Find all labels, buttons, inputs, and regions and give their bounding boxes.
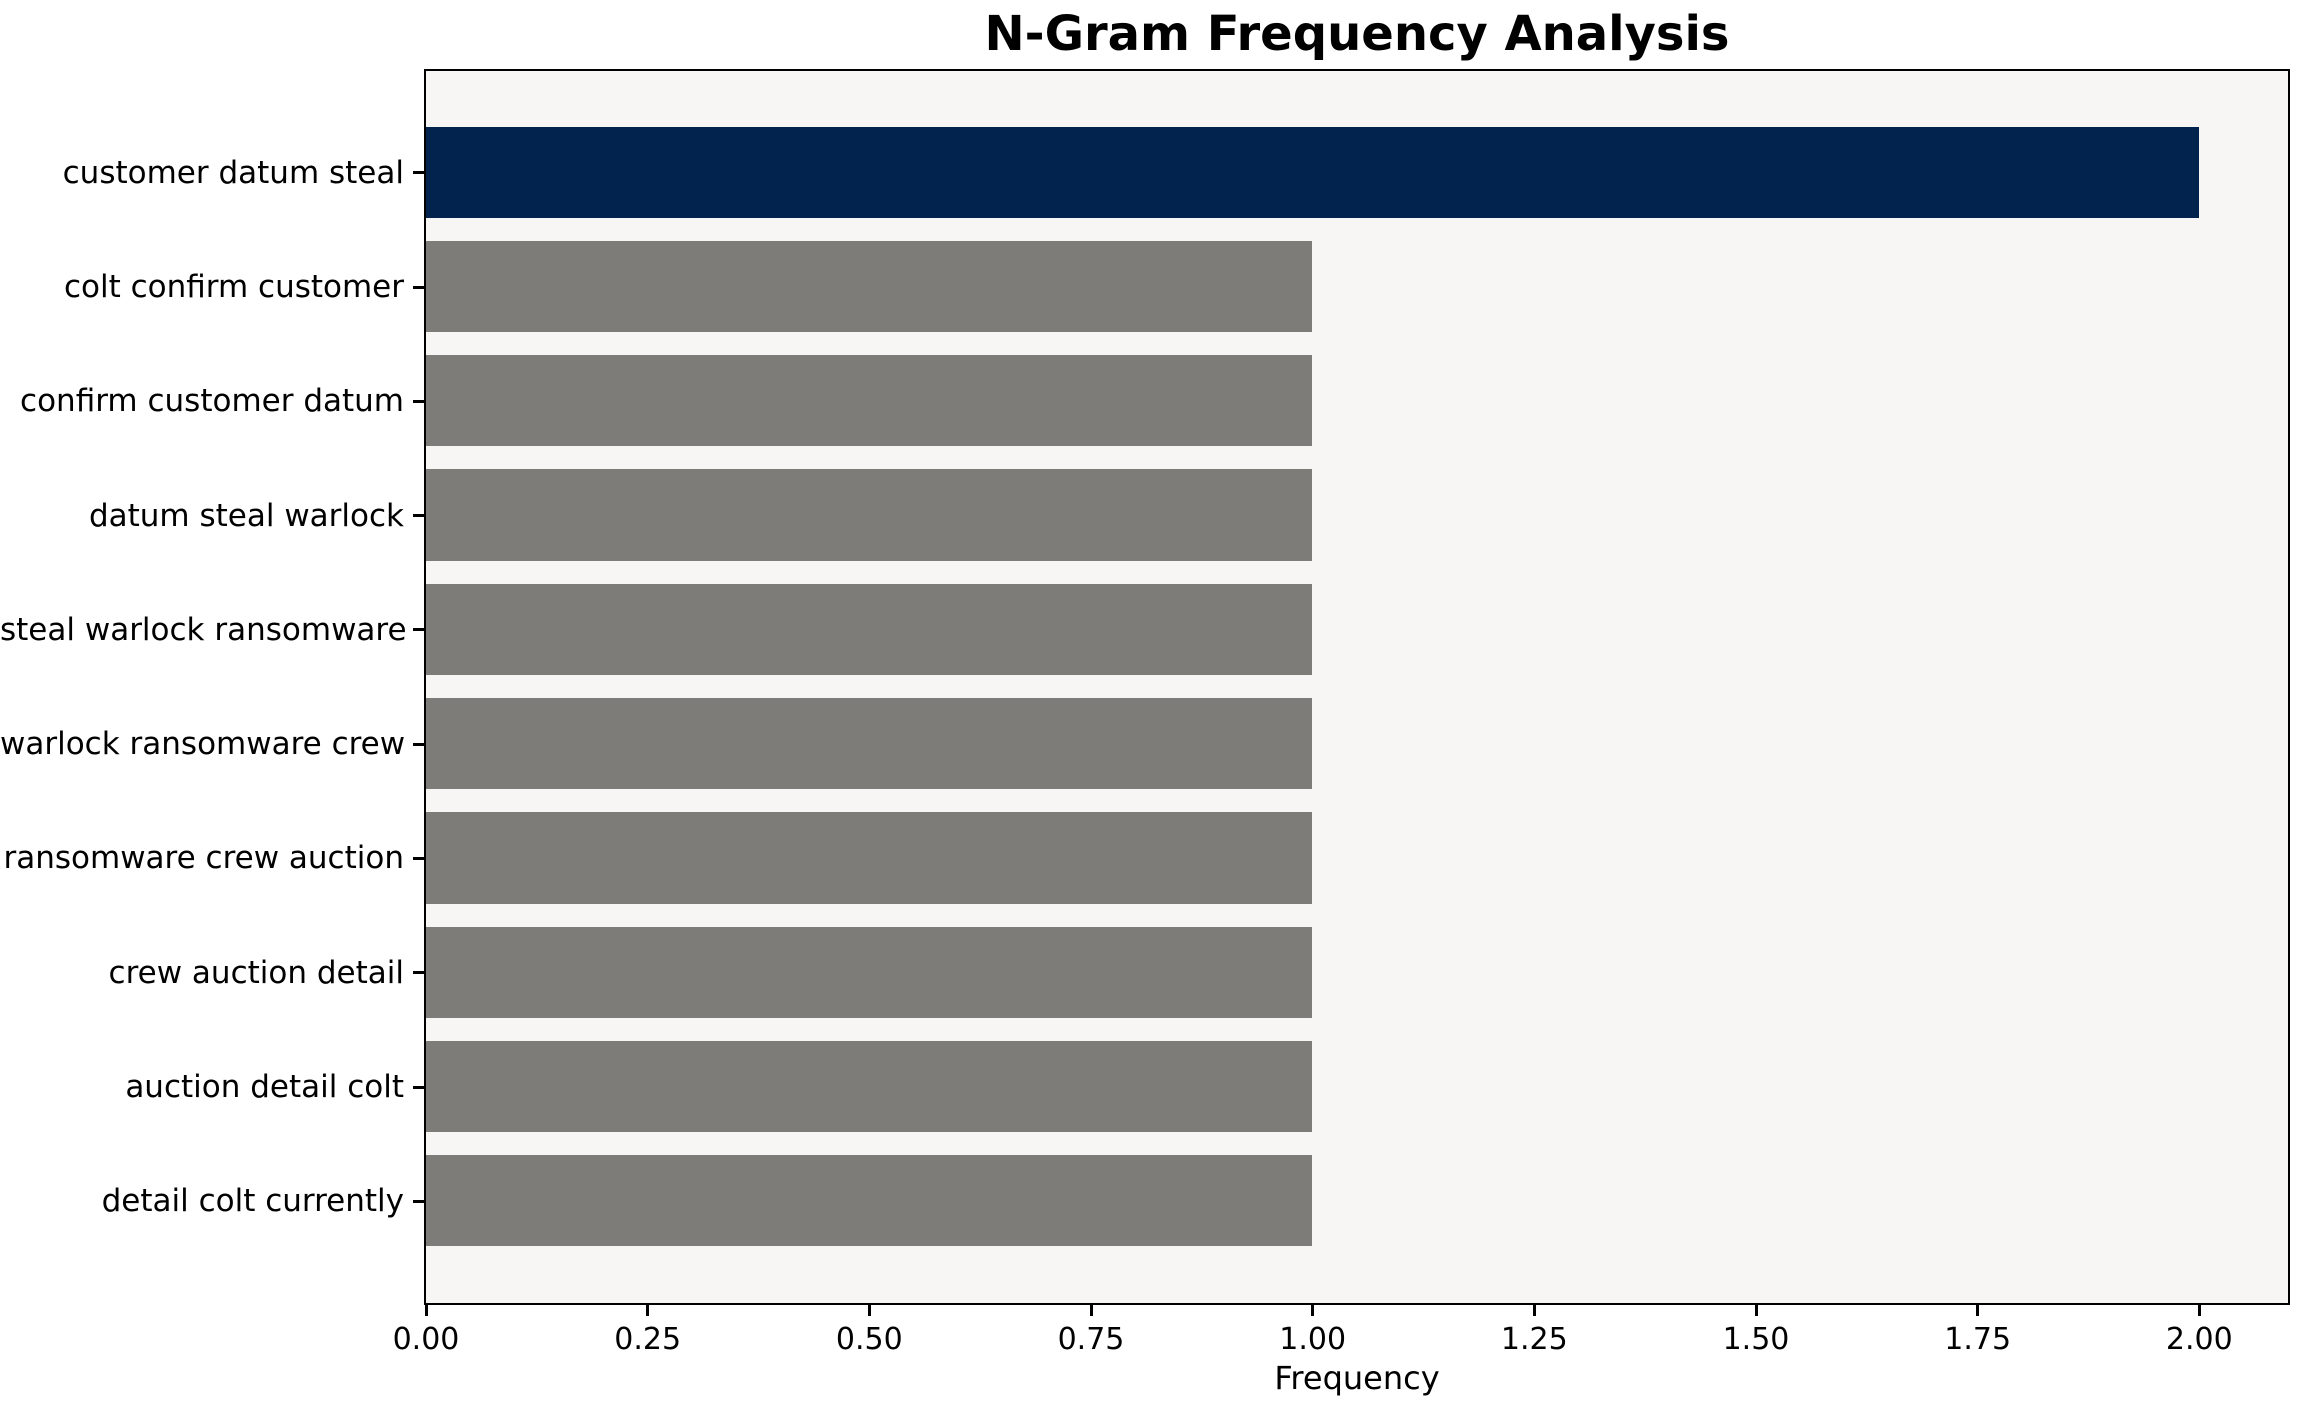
x-tick-mark: [1976, 1303, 1980, 1316]
y-tick-mark: [413, 1199, 426, 1203]
y-tick-mark: [413, 285, 426, 289]
y-tick-mark: [413, 171, 426, 175]
x-tick-label: 1.75: [1944, 1322, 2012, 1357]
x-tick-mark: [1754, 1303, 1758, 1316]
x-tick-mark: [1532, 1303, 1536, 1316]
bar: [425, 469, 1313, 561]
y-tick-label: warlock ransomware crew: [0, 726, 406, 763]
y-tick-label: datum steal warlock: [88, 497, 404, 534]
y-tick-mark: [413, 971, 426, 975]
bar: [425, 812, 1313, 904]
bar: [425, 240, 1313, 333]
bar: [425, 583, 1313, 676]
x-tick-mark: [646, 1303, 650, 1316]
x-tick-label: 1.25: [1500, 1322, 1568, 1357]
y-tick-mark: [413, 628, 426, 632]
y-tick-mark: [413, 1085, 426, 1089]
x-tick-mark: [867, 1303, 871, 1316]
x-tick-label: 2.00: [2165, 1322, 2233, 1357]
y-tick-mark: [413, 856, 426, 860]
x-axis-label: Frequency: [1274, 1359, 1440, 1397]
y-tick-label: crew auction detail: [108, 954, 404, 991]
x-tick-label: 1.00: [1279, 1322, 1347, 1357]
y-tick-mark: [413, 399, 426, 403]
y-tick-label: colt confirm customer: [63, 269, 404, 305]
x-tick-label: 0.50: [835, 1322, 903, 1357]
plot-area: [423, 68, 2290, 1305]
chart-title: N-Gram Frequency Analysis: [984, 6, 1730, 62]
bar: [425, 355, 1313, 447]
y-tick-label: ransomware crew auction: [3, 840, 404, 877]
bar: [425, 1155, 1313, 1247]
bar: [425, 1040, 1313, 1133]
x-tick-mark: [1311, 1303, 1315, 1316]
y-tick-label: customer datum steal: [62, 154, 404, 191]
x-tick-label: 0.75: [1057, 1322, 1125, 1357]
y-tick-label: steal warlock ransomware: [0, 611, 407, 648]
y-tick-mark: [413, 742, 426, 746]
x-tick-label: 0.25: [614, 1322, 682, 1357]
x-tick-label: 0.00: [392, 1322, 460, 1357]
y-tick-label: detail colt currently: [101, 1183, 404, 1220]
y-tick-label: confirm customer datum: [20, 383, 404, 420]
x-tick-mark: [1089, 1303, 1093, 1316]
bar: [425, 926, 1313, 1018]
bar: [425, 697, 1313, 790]
x-tick-mark: [2197, 1303, 2201, 1316]
x-tick-label: 1.50: [1722, 1322, 1790, 1357]
bar: [425, 126, 2199, 218]
y-tick-mark: [413, 514, 426, 518]
x-tick-mark: [424, 1303, 428, 1316]
y-tick-label: auction detail colt: [125, 1069, 404, 1105]
